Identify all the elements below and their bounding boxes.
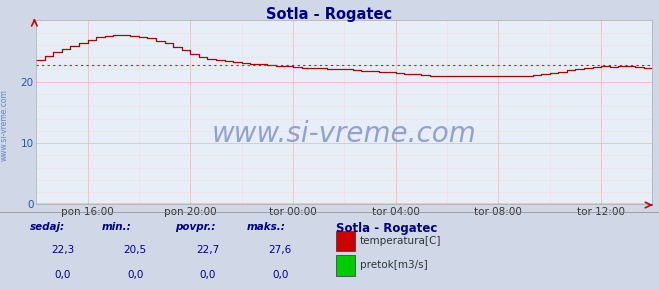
Text: 0,0: 0,0 [272,270,288,280]
Text: 20,5: 20,5 [123,245,147,255]
Text: sedaj:: sedaj: [30,222,65,232]
Text: www.si-vreme.com: www.si-vreme.com [0,89,9,161]
Text: www.si-vreme.com: www.si-vreme.com [212,120,476,148]
Text: pretok[m3/s]: pretok[m3/s] [360,260,428,270]
Text: 0,0: 0,0 [127,270,143,280]
Text: temperatura[C]: temperatura[C] [360,236,442,246]
Text: 0,0: 0,0 [55,270,71,280]
Text: min.:: min.: [102,222,132,232]
Text: Sotla - Rogatec: Sotla - Rogatec [336,222,438,235]
Text: maks.:: maks.: [247,222,286,232]
Text: 22,7: 22,7 [196,245,219,255]
Text: 27,6: 27,6 [268,245,292,255]
Text: povpr.:: povpr.: [175,222,215,232]
Text: Sotla - Rogatec: Sotla - Rogatec [266,7,393,22]
Text: 22,3: 22,3 [51,245,74,255]
Text: 0,0: 0,0 [200,270,215,280]
